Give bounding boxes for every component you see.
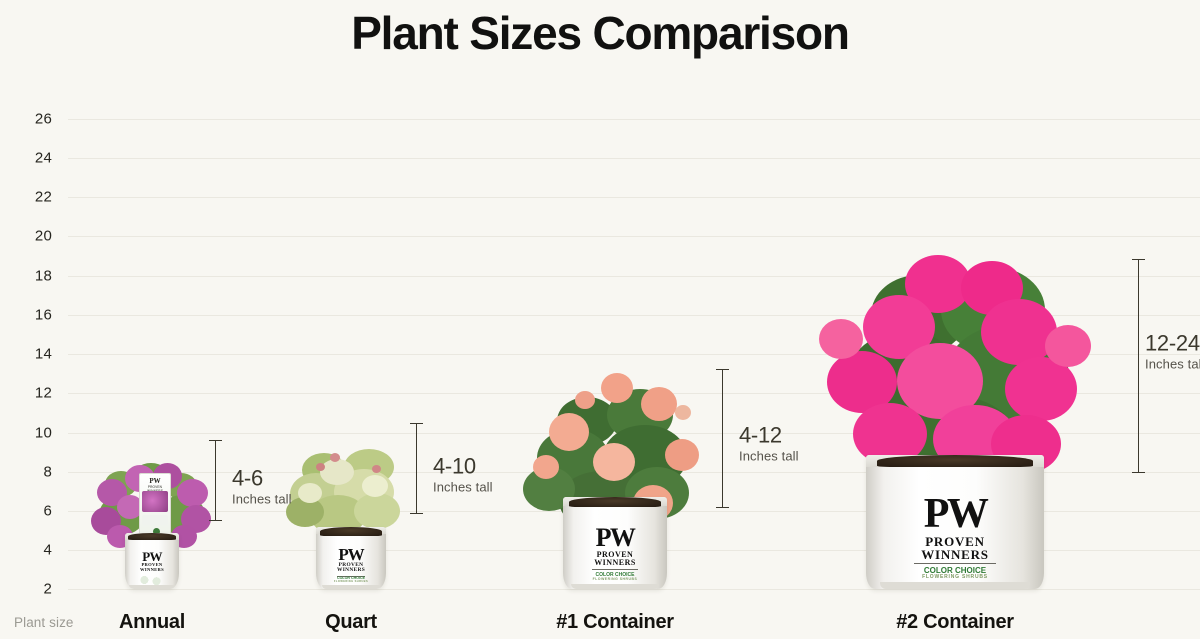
category-label-container2: #2 Container bbox=[896, 611, 1014, 633]
gridline bbox=[68, 276, 1200, 277]
gridline bbox=[68, 197, 1200, 198]
y-axis-tick: 2 bbox=[43, 580, 52, 598]
pot-brand-line2: WINNERS bbox=[140, 566, 164, 572]
plant-tag: PW PROVEN WINNERS bbox=[139, 473, 171, 539]
pot-brand-line2: WINNERS bbox=[594, 558, 636, 567]
y-axis-tick: 4 bbox=[43, 541, 52, 559]
measure-bracket-quart bbox=[410, 423, 423, 514]
y-axis-tick: 26 bbox=[34, 110, 52, 128]
pot-brand-line2: WINNERS bbox=[336, 567, 366, 574]
pot-brand-mark: PW bbox=[142, 549, 162, 564]
measure-label-container2: 12-24 Inches tall bbox=[1145, 331, 1200, 374]
measure-unit: Inches tall bbox=[232, 492, 292, 508]
y-axis-tick: 20 bbox=[34, 227, 52, 245]
badge-line1: COLOR CHOICE bbox=[595, 572, 635, 578]
plant-image-annual: PW PROVEN WINNERS PW PROVEN WINNERS bbox=[87, 455, 217, 589]
measure-unit: Inches tall bbox=[739, 449, 799, 465]
y-axis-tick: 6 bbox=[43, 502, 52, 520]
gridline bbox=[68, 589, 1200, 590]
pot-brand-mark: PW bbox=[923, 491, 989, 537]
y-axis-tick: 12 bbox=[34, 384, 52, 402]
nursery-pot: PW PROVEN WINNERS COLOR CHOICE FLOWERING… bbox=[316, 527, 386, 589]
measure-label-annual: 4-6 Inches tall bbox=[232, 466, 292, 509]
measure-range: 4-6 bbox=[232, 465, 263, 491]
category-label-container1: #1 Container bbox=[556, 611, 674, 633]
measure-label-container1: 4-12 Inches tall bbox=[739, 423, 799, 466]
pot-brand-mark: PW bbox=[338, 545, 364, 564]
pot-brand-line1: PROVEN bbox=[596, 550, 634, 559]
measure-label-quart: 4-10 Inches tall bbox=[433, 454, 493, 497]
gridline bbox=[68, 158, 1200, 159]
y-axis-tick: 8 bbox=[43, 463, 52, 481]
gridline bbox=[68, 119, 1200, 120]
measure-unit: Inches tall bbox=[1145, 357, 1200, 373]
nursery-pot: PW PROVEN WINNERS COLOR CHOICE FLOWERING… bbox=[563, 497, 667, 589]
color-choice-badge: COLOR CHOICE FLOWERING SHRUBS bbox=[866, 566, 1044, 581]
badge-line1: COLOR CHOICE bbox=[337, 576, 365, 580]
nursery-pot: PW PROVEN WINNERS COLOR CHOICE FLOWERING… bbox=[866, 455, 1044, 589]
y-axis-tick: 22 bbox=[34, 188, 52, 206]
measure-range: 12-24 bbox=[1145, 330, 1200, 356]
measure-range: 4-10 bbox=[433, 453, 476, 479]
measure-bracket-annual bbox=[209, 440, 222, 521]
measure-unit: Inches tall bbox=[433, 480, 493, 496]
y-axis-tick: 18 bbox=[34, 267, 52, 285]
pot-brand-line1: PROVEN bbox=[338, 562, 364, 568]
y-axis-tick: 16 bbox=[34, 306, 52, 324]
plant-image-container2: PW PROVEN WINNERS COLOR CHOICE FLOWERING… bbox=[805, 247, 1105, 589]
plot-area: PW PROVEN WINNERS PW PROVEN WINNERS bbox=[68, 119, 1200, 590]
y-axis-tick: 14 bbox=[34, 345, 52, 363]
y-axis-tick: 10 bbox=[34, 424, 52, 442]
pot-brand-line1: PROVEN bbox=[141, 562, 163, 567]
gridline bbox=[68, 236, 1200, 237]
badge-line2: FLOWERING SHRUBS bbox=[922, 574, 988, 581]
gridline bbox=[68, 354, 1200, 355]
gridline bbox=[68, 315, 1200, 316]
badge-line2: FLOWERING SHRUBS bbox=[592, 577, 638, 582]
y-axis-tick: 24 bbox=[34, 149, 52, 167]
category-label-annual: Annual bbox=[119, 611, 185, 633]
badge-line2: FLOWERING SHRUBS bbox=[333, 579, 369, 583]
category-label-quart: Quart bbox=[325, 611, 377, 633]
page-title: Plant Sizes Comparison bbox=[351, 7, 850, 59]
pot-brand-mark: PW bbox=[595, 523, 636, 552]
measure-bracket-container1 bbox=[716, 369, 729, 508]
color-choice-badge: COLOR CHOICE FLOWERING SHRUBS bbox=[563, 572, 667, 582]
nursery-pot: PW PROVEN WINNERS bbox=[125, 533, 179, 589]
color-choice-badge: COLOR CHOICE FLOWERING SHRUBS bbox=[316, 576, 386, 583]
pot-brand-line2: WINNERS bbox=[921, 547, 989, 562]
plant-image-quart: PW PROVEN WINNERS COLOR CHOICE FLOWERING… bbox=[276, 439, 426, 589]
plant-image-container1: PW PROVEN WINNERS COLOR CHOICE FLOWERING… bbox=[515, 367, 715, 589]
badge-line1: COLOR CHOICE bbox=[923, 566, 987, 575]
measure-range: 4-12 bbox=[739, 422, 782, 448]
pot-brand-line1: PROVEN bbox=[925, 534, 985, 549]
x-axis-title: Plant size bbox=[14, 615, 74, 630]
measure-bracket-container2 bbox=[1132, 259, 1145, 473]
